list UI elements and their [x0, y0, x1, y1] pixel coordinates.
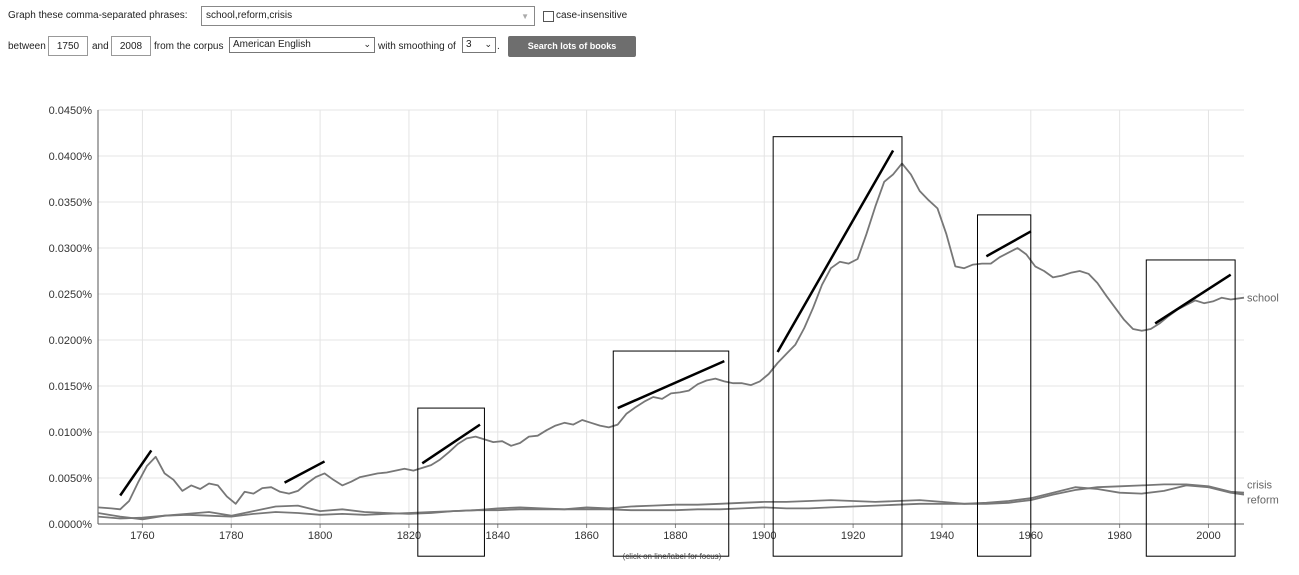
annotation-box	[772, 136, 903, 557]
trend-line	[283, 460, 326, 484]
x-tick-label: 1840	[486, 530, 510, 542]
y-tick-label: 0.0050%	[49, 473, 93, 485]
annotations	[119, 136, 1236, 557]
trend-line	[985, 230, 1032, 258]
case-insensitive-checkbox[interactable]	[543, 11, 554, 22]
query-form: Graph these comma-separated phrases: sch…	[0, 0, 1299, 70]
y-tick-label: 0.0400%	[49, 151, 93, 163]
smoothing-label: with smoothing of	[378, 41, 456, 52]
focus-hint: (click on line/label for focus)	[623, 552, 722, 561]
trend-line	[776, 149, 895, 353]
series-line-reform[interactable]	[97, 484, 1245, 521]
y-tick-label: 0.0200%	[49, 335, 93, 347]
x-tick-label: 1980	[1107, 530, 1131, 542]
x-tick-label: 1900	[752, 530, 776, 542]
between-label: between	[8, 41, 46, 52]
grid	[98, 109, 1244, 525]
corpus-label: from the corpus	[154, 41, 224, 52]
annotation-box	[976, 214, 1032, 557]
y-tick-label: 0.0450%	[49, 105, 93, 117]
series-label-reform[interactable]: reform	[1247, 495, 1279, 507]
x-tick-label: 1760	[130, 530, 154, 542]
series-label-school[interactable]: school	[1247, 293, 1279, 305]
y-tick-label: 0.0100%	[49, 427, 93, 439]
and-label: and	[92, 41, 109, 52]
trend-line	[421, 423, 481, 465]
axes: 0.0000% 0.0050% 0.0100% 0.0150% 0.0200% 0.025…	[49, 105, 1244, 542]
corpus-select-value: American English	[233, 39, 311, 50]
series-line-school[interactable]	[97, 162, 1245, 511]
x-tick-label: 1880	[663, 530, 687, 542]
trend-line	[119, 449, 153, 497]
x-tick-label: 1860	[574, 530, 598, 542]
x-tick-label: 1920	[841, 530, 865, 542]
y-tick-label: 0.0350%	[49, 197, 93, 209]
annotation-box	[612, 350, 730, 557]
annotation-box	[1145, 259, 1236, 557]
y-tick-label: 0.0300%	[49, 243, 93, 255]
phrases-input-value: school,reform,crisis	[206, 10, 293, 21]
series-lines: school crisis reform	[97, 162, 1279, 521]
chevron-down-icon: ⌄	[484, 39, 492, 49]
x-tick-label: 1780	[219, 530, 243, 542]
y-tick-label: 0.0150%	[49, 381, 93, 393]
phrases-input[interactable]: school,reform,crisis ▼	[201, 6, 535, 26]
y-tick-label: 0.0000%	[49, 519, 93, 531]
chevron-down-icon[interactable]: ▼	[521, 12, 529, 21]
search-button[interactable]: Search lots of books	[508, 36, 636, 57]
x-tick-label: 1940	[930, 530, 954, 542]
x-tick-label: 1820	[397, 530, 421, 542]
end-year-input[interactable]: 2008	[111, 36, 151, 56]
start-year-input[interactable]: 1750	[48, 36, 88, 56]
y-tick-label: 0.0250%	[49, 289, 93, 301]
series-label-crisis[interactable]: crisis	[1247, 480, 1273, 492]
smoothing-select[interactable]: 3 ⌄	[462, 37, 496, 53]
trend-line	[617, 360, 725, 410]
case-insensitive-label: case-insensitive	[556, 10, 628, 21]
smoothing-select-value: 3	[466, 39, 472, 50]
phrases-label: Graph these comma-separated phrases:	[8, 10, 188, 21]
corpus-select[interactable]: American English ⌄	[229, 37, 375, 53]
annotation-box	[417, 407, 485, 557]
chevron-down-icon: ⌄	[363, 39, 371, 49]
x-tick-label: 1800	[308, 530, 332, 542]
x-tick-label: 2000	[1196, 530, 1220, 542]
trend-line	[1154, 273, 1232, 325]
series-line-crisis[interactable]	[97, 483, 1245, 520]
period-text: .	[497, 41, 500, 52]
